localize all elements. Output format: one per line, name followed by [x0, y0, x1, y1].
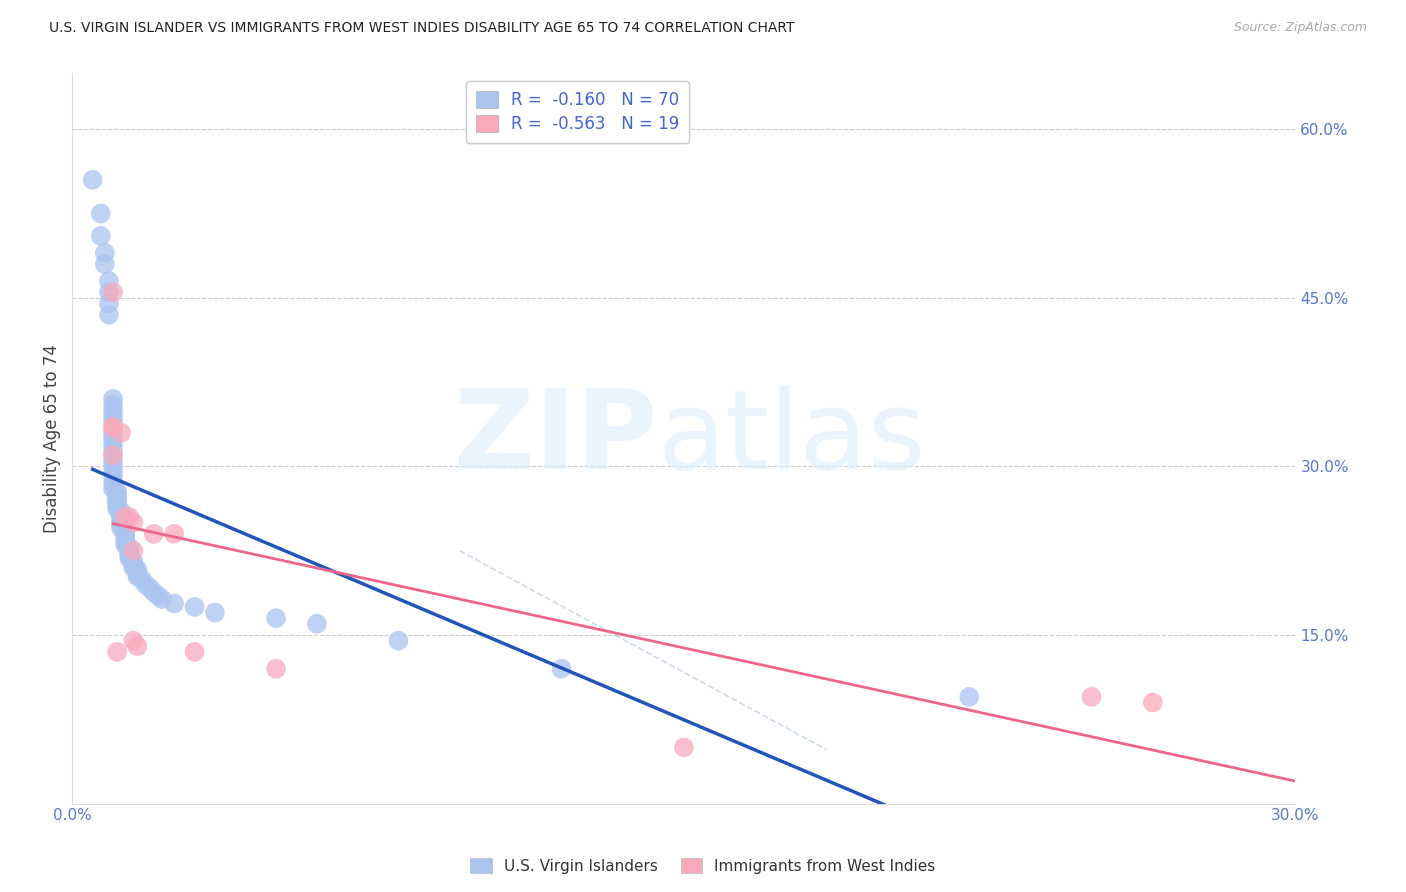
Point — [127, 563, 149, 577]
Point — [97, 296, 120, 310]
Point — [101, 403, 124, 417]
Point — [118, 541, 141, 555]
Point — [550, 662, 572, 676]
Point — [122, 543, 145, 558]
Point — [94, 245, 117, 260]
Point — [142, 585, 165, 599]
Point — [127, 569, 149, 583]
Point — [101, 476, 124, 491]
Point — [105, 499, 128, 513]
Point — [101, 420, 124, 434]
Point — [82, 173, 104, 187]
Point — [110, 513, 132, 527]
Point — [118, 549, 141, 564]
Point — [387, 633, 409, 648]
Point — [163, 526, 186, 541]
Point — [105, 502, 128, 516]
Point — [957, 690, 980, 704]
Point — [101, 420, 124, 434]
Point — [183, 599, 205, 614]
Point — [105, 491, 128, 505]
Point — [105, 493, 128, 508]
Point — [94, 257, 117, 271]
Point — [122, 555, 145, 569]
Point — [1142, 696, 1164, 710]
Point — [122, 558, 145, 573]
Text: Source: ZipAtlas.com: Source: ZipAtlas.com — [1233, 21, 1367, 35]
Point — [105, 495, 128, 509]
Point — [122, 560, 145, 574]
Point — [114, 529, 136, 543]
Point — [146, 589, 169, 603]
Point — [127, 566, 149, 581]
Point — [118, 543, 141, 558]
Point — [101, 398, 124, 412]
Point — [101, 431, 124, 445]
Point — [114, 536, 136, 550]
Point — [135, 577, 157, 591]
Point — [101, 425, 124, 440]
Point — [183, 645, 205, 659]
Point — [101, 442, 124, 457]
Point — [110, 516, 132, 530]
Point — [101, 459, 124, 474]
Legend: U.S. Virgin Islanders, Immigrants from West Indies: U.S. Virgin Islanders, Immigrants from W… — [464, 852, 942, 880]
Point — [90, 229, 112, 244]
Text: ZIP: ZIP — [454, 384, 657, 491]
Point — [118, 551, 141, 566]
Point — [305, 616, 328, 631]
Point — [150, 592, 173, 607]
Point — [122, 633, 145, 648]
Point — [105, 645, 128, 659]
Point — [97, 285, 120, 300]
Y-axis label: Disability Age 65 to 74: Disability Age 65 to 74 — [44, 343, 60, 533]
Point — [118, 510, 141, 524]
Point — [114, 510, 136, 524]
Point — [131, 572, 153, 586]
Point — [142, 526, 165, 541]
Point — [110, 425, 132, 440]
Point — [122, 516, 145, 530]
Point — [97, 274, 120, 288]
Point — [204, 606, 226, 620]
Point — [110, 510, 132, 524]
Point — [101, 409, 124, 423]
Point — [114, 533, 136, 547]
Point — [110, 504, 132, 518]
Point — [101, 437, 124, 451]
Point — [97, 308, 120, 322]
Text: U.S. VIRGIN ISLANDER VS IMMIGRANTS FROM WEST INDIES DISABILITY AGE 65 TO 74 CORR: U.S. VIRGIN ISLANDER VS IMMIGRANTS FROM … — [49, 21, 794, 36]
Point — [118, 547, 141, 561]
Point — [127, 639, 149, 653]
Point — [101, 448, 124, 462]
Point — [101, 392, 124, 406]
Point — [101, 414, 124, 428]
Text: atlas: atlas — [657, 384, 925, 491]
Point — [114, 526, 136, 541]
Point — [101, 285, 124, 300]
Point — [1080, 690, 1102, 704]
Point — [110, 521, 132, 535]
Point — [114, 524, 136, 538]
Point — [101, 454, 124, 468]
Point — [110, 517, 132, 532]
Point — [105, 487, 128, 501]
Point — [101, 448, 124, 462]
Point — [101, 482, 124, 496]
Point — [138, 581, 160, 595]
Point — [90, 206, 112, 220]
Point — [110, 508, 132, 522]
Point — [163, 597, 186, 611]
Point — [114, 538, 136, 552]
Point — [101, 470, 124, 484]
Point — [264, 662, 287, 676]
Point — [101, 465, 124, 479]
Point — [105, 484, 128, 499]
Point — [672, 740, 695, 755]
Legend: R =  -0.160   N = 70, R =  -0.563   N = 19: R = -0.160 N = 70, R = -0.563 N = 19 — [465, 81, 689, 144]
Point — [264, 611, 287, 625]
